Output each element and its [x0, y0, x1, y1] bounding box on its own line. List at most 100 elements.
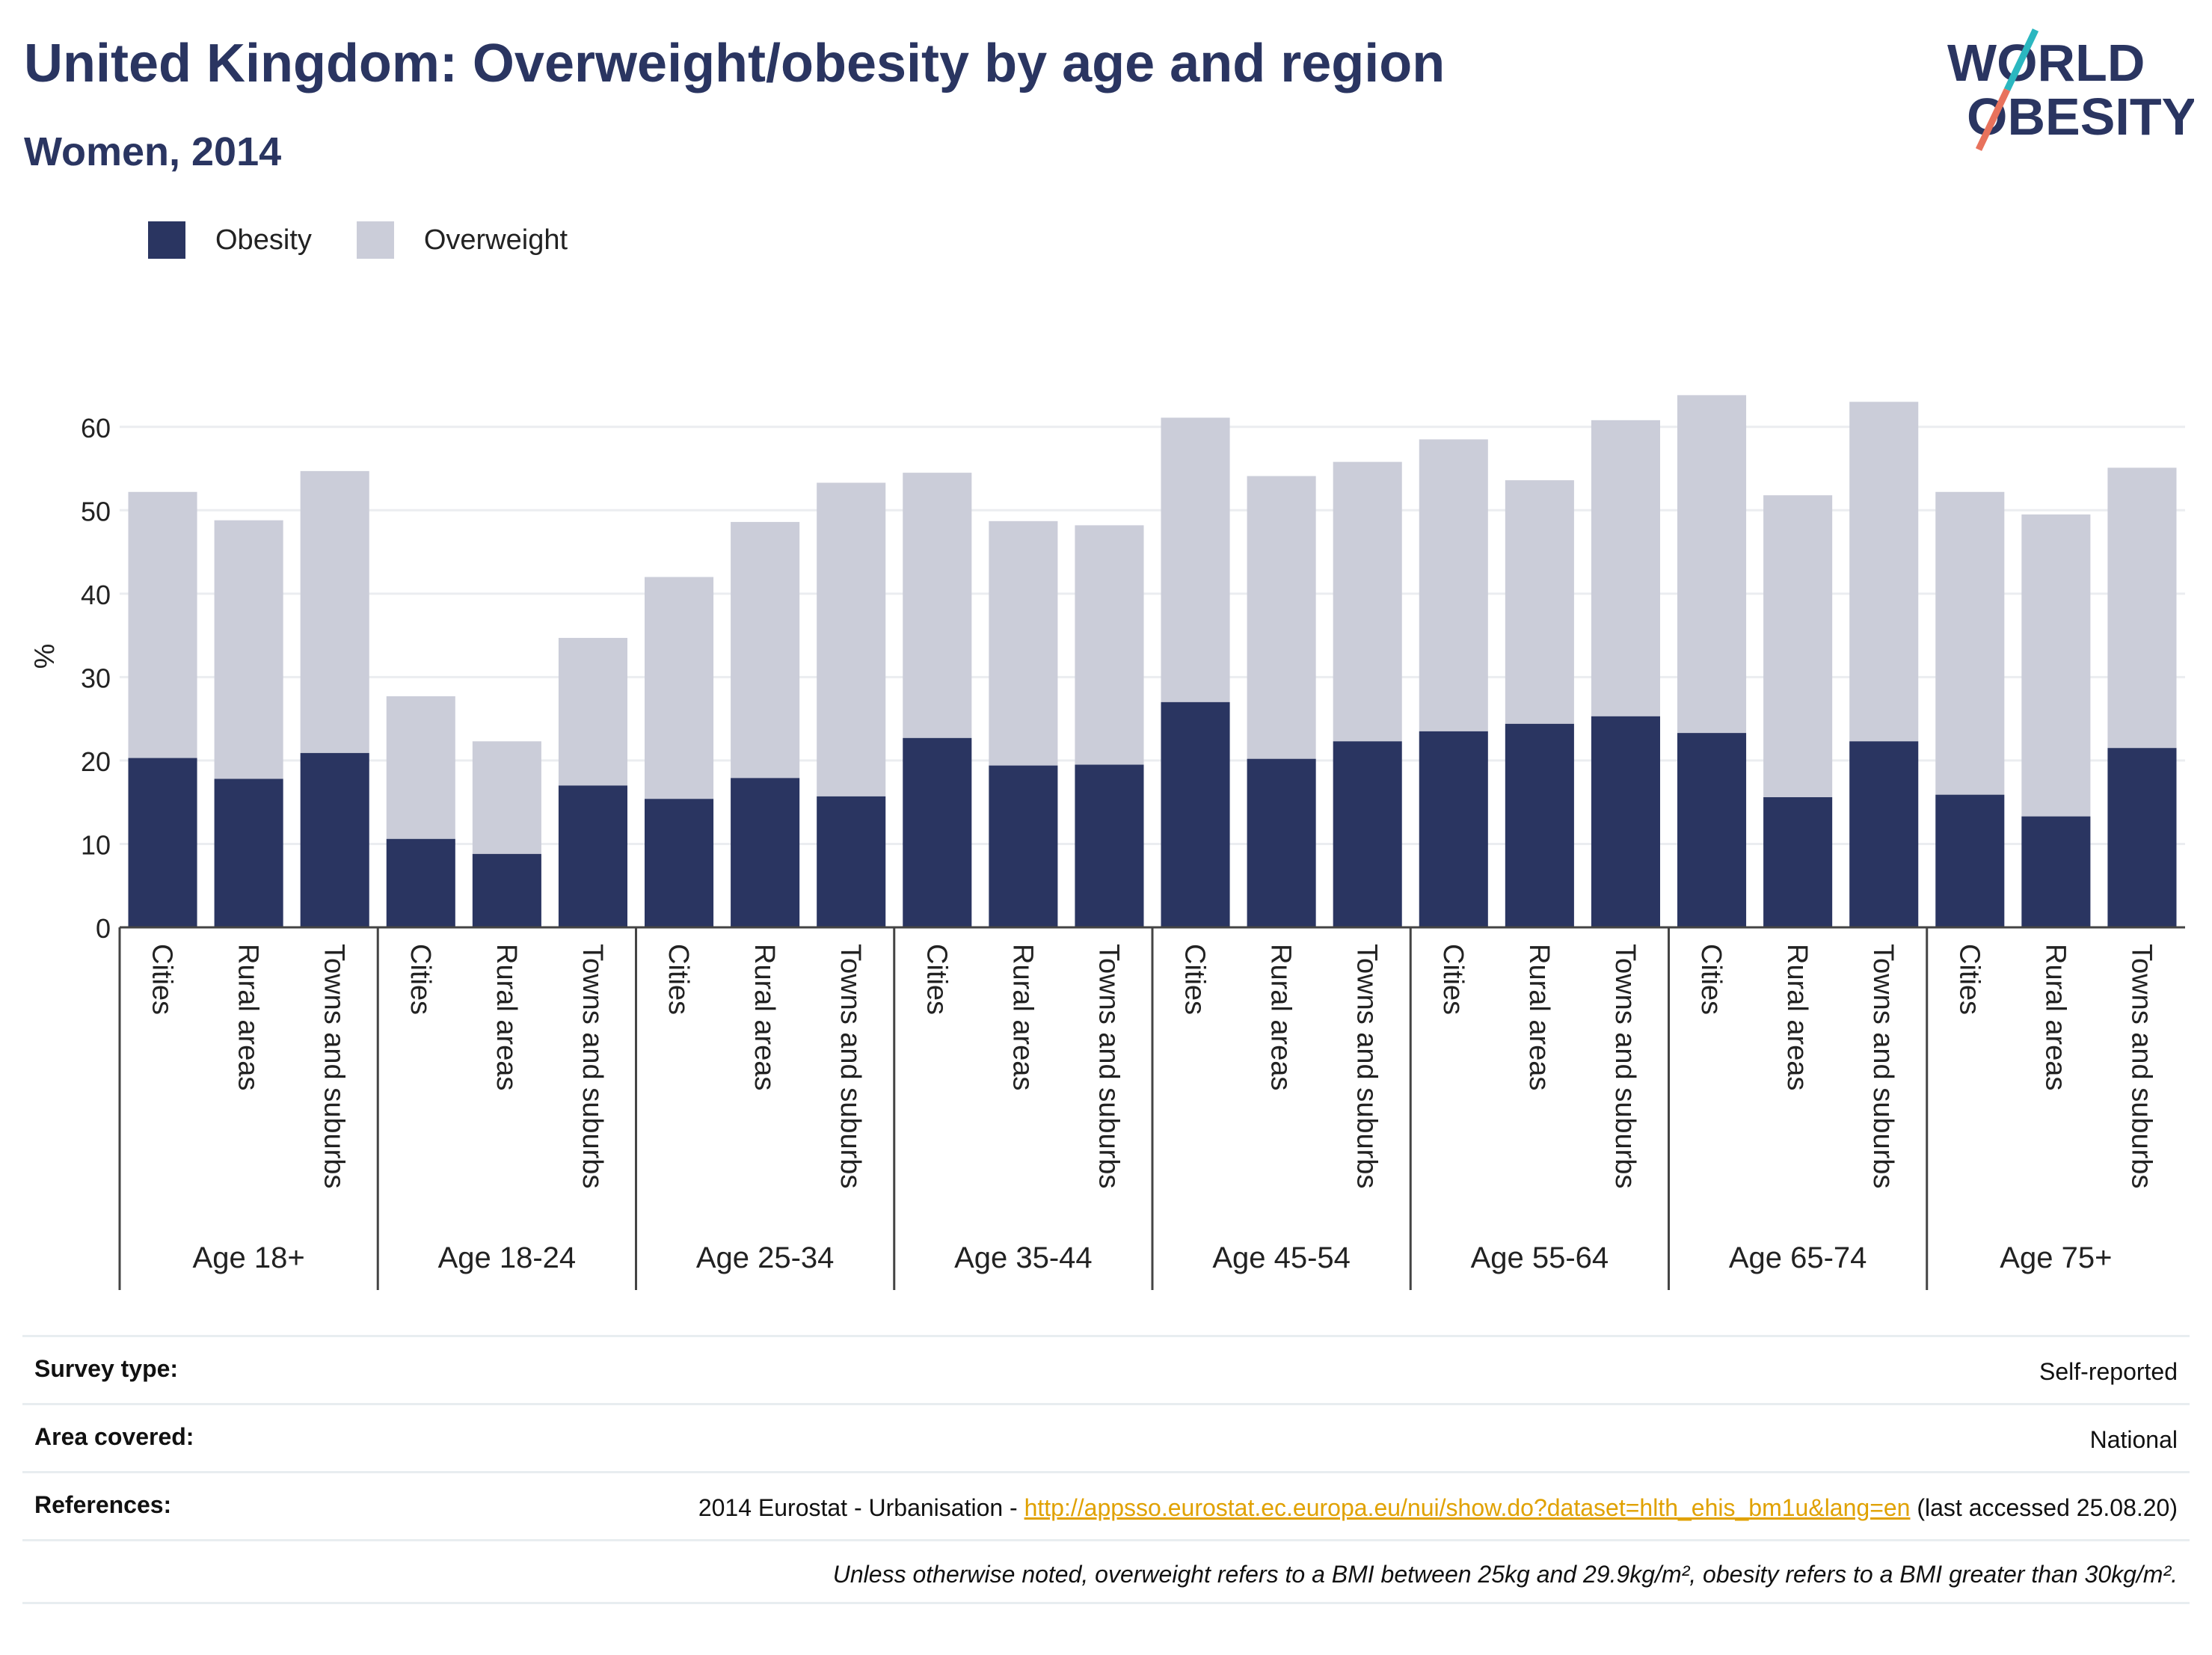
info-row-area: Area covered: National: [22, 1403, 2190, 1471]
group-label: Age 65-74: [1729, 1241, 1867, 1274]
bar-overweight[interactable]: [1419, 439, 1488, 731]
bar-obesity[interactable]: [386, 838, 455, 927]
bar-obesity[interactable]: [903, 737, 972, 927]
bar-obesity[interactable]: [1935, 794, 2005, 927]
bar-overweight[interactable]: [1505, 480, 1574, 724]
legend-item-obesity[interactable]: Obesity: [148, 221, 312, 259]
bar-overweight[interactable]: [1075, 525, 1144, 765]
x-tick-label: Rural areas: [749, 944, 780, 1090]
bar-overweight[interactable]: [989, 521, 1058, 766]
bar-overweight[interactable]: [1763, 495, 1833, 797]
legend-item-overweight[interactable]: Overweight: [356, 221, 568, 259]
x-tick-label: Cities: [1179, 944, 1211, 1015]
bar-obesity[interactable]: [1505, 723, 1574, 927]
bar-obesity[interactable]: [1333, 741, 1402, 927]
x-tick-label: Towns and suburbs: [1093, 944, 1124, 1188]
bar-obesity[interactable]: [214, 779, 283, 927]
y-tick-label: 20: [81, 746, 111, 777]
y-tick-label: 10: [81, 829, 111, 860]
bar-obesity[interactable]: [472, 853, 541, 927]
references-prefix: 2014 Eurostat - Urbanisation -: [698, 1494, 1024, 1521]
x-tick-label: Cities: [405, 944, 436, 1015]
bar-overweight[interactable]: [2021, 514, 2091, 817]
x-tick-label: Towns and suburbs: [319, 944, 350, 1188]
y-tick-label: 40: [81, 580, 111, 610]
bar-obesity[interactable]: [1161, 701, 1230, 927]
chart-subtitle: Women, 2014: [24, 129, 282, 174]
group-label: Age 18-24: [438, 1241, 577, 1274]
x-tick-label: Towns and suburbs: [835, 944, 866, 1188]
x-tick-label: Rural areas: [1781, 944, 1813, 1090]
info-table: Survey type: Self-reported Area covered:…: [22, 1335, 2190, 1604]
bar-obesity[interactable]: [1419, 731, 1488, 927]
logo-slash-coral: [1975, 88, 2011, 151]
legend: Obesity Overweight: [148, 221, 612, 259]
references-value: 2014 Eurostat - Urbanisation - http://ap…: [698, 1491, 2178, 1524]
bar-obesity[interactable]: [1075, 764, 1144, 928]
bar-obesity[interactable]: [558, 785, 627, 927]
bar-overweight[interactable]: [817, 482, 886, 796]
references-link[interactable]: http://appsso.eurostat.ec.europa.eu/nui/…: [1024, 1494, 1911, 1521]
x-tick-label: Rural areas: [1265, 944, 1297, 1090]
y-tick-label: 30: [81, 663, 111, 693]
x-tick-label: Towns and suburbs: [1351, 944, 1383, 1188]
bar-overweight[interactable]: [1849, 402, 1919, 742]
bar-obesity[interactable]: [989, 765, 1058, 927]
group-label: Age 45-54: [1212, 1241, 1351, 1274]
bar-overweight[interactable]: [128, 491, 197, 758]
bar-overweight[interactable]: [903, 473, 972, 738]
x-tick-label: Rural areas: [233, 944, 264, 1090]
bar-obesity[interactable]: [1677, 733, 1747, 927]
bar-obesity[interactable]: [731, 778, 800, 927]
bar-obesity[interactable]: [2107, 748, 2177, 927]
x-tick-label: Towns and suburbs: [2125, 944, 2157, 1188]
bar-obesity[interactable]: [1849, 741, 1919, 927]
bar-overweight[interactable]: [300, 470, 369, 753]
bar-overweight[interactable]: [1247, 476, 1316, 759]
bar-overweight[interactable]: [472, 741, 541, 854]
bar-overweight[interactable]: [1333, 461, 1402, 742]
world-obesity-logo: WORLD OBESITY: [1947, 28, 2194, 151]
group-label: Age 18+: [193, 1241, 305, 1274]
x-tick-label: Cities: [921, 944, 952, 1015]
bar-obesity[interactable]: [1591, 716, 1660, 927]
bar-overweight[interactable]: [645, 577, 714, 799]
x-tick-label: Rural areas: [491, 944, 522, 1090]
bar-overweight[interactable]: [1591, 420, 1660, 716]
x-tick-label: Cities: [1437, 944, 1469, 1015]
info-row-references: References: 2014 Eurostat - Urbanisation…: [22, 1471, 2190, 1539]
bar-obesity[interactable]: [128, 758, 197, 927]
bar-overweight[interactable]: [1677, 395, 1747, 734]
chart-title: United Kingdom: Overweight/obesity by ag…: [24, 34, 1446, 93]
bar-obesity[interactable]: [645, 799, 714, 927]
legend-label-obesity: Obesity: [215, 224, 312, 256]
x-tick-label: Cities: [147, 944, 178, 1015]
y-tick-label: 50: [81, 496, 111, 526]
bar-overweight[interactable]: [1935, 491, 2005, 795]
bar-obesity[interactable]: [1247, 758, 1316, 927]
x-tick-label: Cities: [1953, 944, 1985, 1015]
x-tick-label: Towns and suburbs: [577, 944, 608, 1188]
bar-obesity[interactable]: [300, 752, 369, 927]
group-label: Age 55-64: [1471, 1241, 1609, 1274]
y-axis-label: %: [29, 644, 61, 669]
x-tick-label: Cities: [663, 944, 694, 1015]
survey-label: Survey type:: [34, 1355, 179, 1382]
bar-overweight[interactable]: [1161, 417, 1230, 702]
bar-overweight[interactable]: [214, 520, 283, 779]
references-label: References:: [34, 1491, 172, 1518]
y-tick-label: 60: [81, 413, 111, 443]
info-row-survey: Survey type: Self-reported: [22, 1335, 2190, 1403]
legend-swatch-obesity: [148, 221, 185, 259]
logo-line1: WORLD: [1947, 34, 2145, 92]
bar-obesity[interactable]: [817, 796, 886, 927]
legend-swatch-overweight: [356, 221, 394, 259]
x-tick-label: Towns and suburbs: [1867, 944, 1899, 1188]
bar-overweight[interactable]: [386, 696, 455, 839]
bar-overweight[interactable]: [558, 637, 627, 786]
x-tick-label: Towns and suburbs: [1609, 944, 1641, 1188]
bar-obesity[interactable]: [1763, 797, 1833, 927]
bar-overweight[interactable]: [731, 521, 800, 779]
bar-overweight[interactable]: [2107, 467, 2177, 749]
bar-obesity[interactable]: [2021, 816, 2091, 927]
